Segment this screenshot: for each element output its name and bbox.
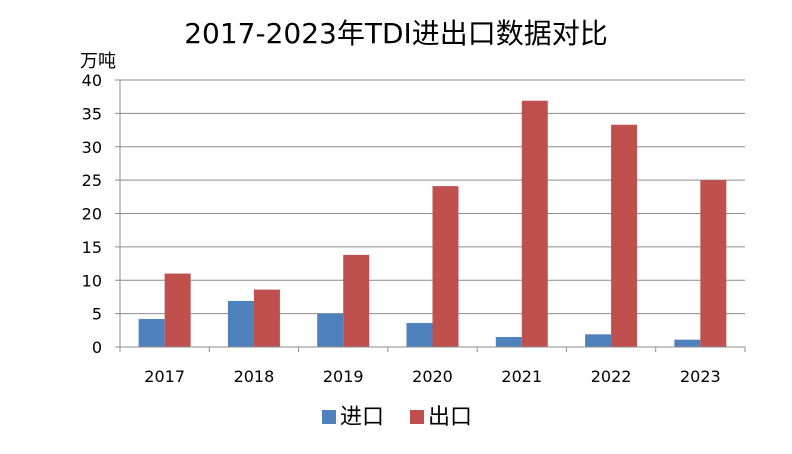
gridlines [115,79,745,348]
chart-title: 2017-2023年TDI进出口数据对比 [184,17,608,50]
x-tick-label: 2018 [234,367,275,386]
bar-import-2020 [406,322,433,347]
bar-import-2019 [317,313,344,347]
x-tick-label: 2019 [323,367,364,386]
legend: 进口 出口 [322,405,472,430]
bar-import-2018 [227,300,254,347]
y-tick-label: 5 [92,305,102,324]
legend-label: 进口 [340,405,384,430]
y-tick-label: 0 [92,338,102,357]
bar-export-2018 [253,289,280,347]
x-tick-labels: 2017 2018 2019 2020 2021 2022 2023 [144,367,720,386]
y-tick-label: 25 [82,171,102,190]
y-tick-labels: 0 5 10 15 20 25 30 35 40 [82,71,102,357]
axes [119,80,746,352]
y-tick-label: 15 [82,238,102,257]
legend-item-import: 进口 [322,405,384,430]
bar-export-2017 [164,273,191,347]
bars [138,100,727,347]
bar-import-2017 [138,318,165,347]
y-tick-label: 30 [82,138,102,157]
x-tick-label: 2022 [591,367,632,386]
y-tick-label: 20 [82,205,102,224]
bar-import-2021 [495,336,522,347]
y-axis-unit-label: 万吨 [80,51,116,72]
bar-export-2021 [521,100,548,347]
legend-swatch [410,410,424,424]
x-tick-label: 2020 [412,367,453,386]
bar-import-2022 [585,334,612,347]
bar-export-2019 [343,254,370,347]
bar-import-2023 [674,339,701,347]
x-tick-label: 2023 [680,367,721,386]
legend-item-export: 出口 [410,405,472,430]
x-tick-label: 2017 [144,367,185,386]
bar-export-2023 [700,180,727,347]
y-tick-label: 35 [82,104,102,123]
bar-export-2020 [432,186,459,347]
y-tick-label: 10 [82,271,102,290]
legend-label: 出口 [428,405,472,430]
y-tick-label: 40 [82,71,102,90]
x-tick-label: 2021 [501,367,542,386]
bar-export-2022 [611,124,638,347]
legend-swatch [322,410,336,424]
